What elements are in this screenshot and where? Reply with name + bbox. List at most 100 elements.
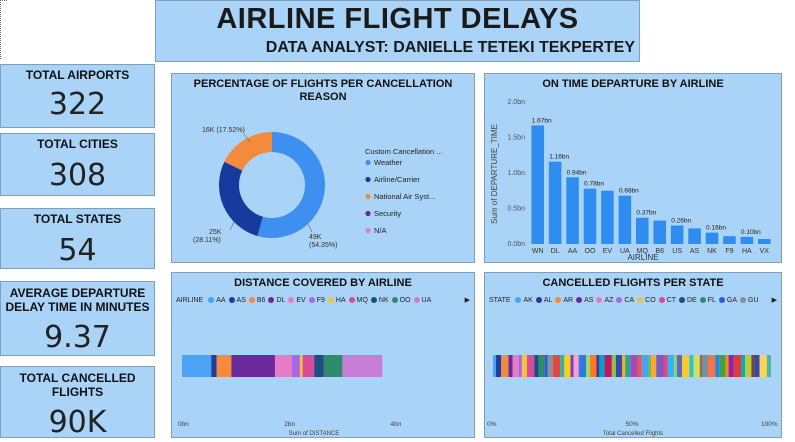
- legend-next-arrow[interactable]: ▶: [771, 297, 777, 304]
- legend-next-arrow[interactable]: ▶: [464, 297, 470, 304]
- legend-item-de[interactable]: DE: [679, 297, 697, 304]
- bar-WN[interactable]: [531, 125, 544, 244]
- state-segment-36[interactable]: [676, 355, 683, 377]
- bar-HA[interactable]: [740, 236, 754, 244]
- state-segment-33[interactable]: [663, 355, 668, 377]
- state-segment-47[interactable]: [733, 355, 742, 377]
- state-segment-44[interactable]: [719, 355, 726, 377]
- legend-item-4[interactable]: N/A: [374, 226, 387, 235]
- legend-item-ga[interactable]: GA: [718, 297, 737, 304]
- state-segment-24[interactable]: [615, 355, 623, 377]
- legend-item-3[interactable]: Security: [374, 209, 401, 218]
- state-segment-22[interactable]: [604, 355, 612, 377]
- distance-segment-3[interactable]: [231, 355, 275, 377]
- bar-US[interactable]: [670, 225, 684, 244]
- state-segment-46[interactable]: [728, 355, 734, 377]
- legend-item-ar[interactable]: AR: [555, 297, 573, 304]
- state-segment-31[interactable]: [651, 355, 657, 377]
- legend-item-ak[interactable]: AK: [515, 297, 533, 304]
- legend-item-b6[interactable]: B6: [248, 297, 265, 304]
- bar-AA[interactable]: [566, 177, 579, 244]
- state-segment-42[interactable]: [707, 355, 716, 377]
- legend-item-1[interactable]: Airline/Carrier: [374, 175, 420, 184]
- state-segment-50[interactable]: [751, 355, 755, 377]
- state-segment-35[interactable]: [673, 355, 677, 377]
- legend-item-az[interactable]: AZ: [596, 297, 613, 304]
- kpi-total-states[interactable]: TOTAL STATES 54: [0, 208, 155, 269]
- bar-MQ[interactable]: [636, 217, 649, 244]
- bar-AS[interactable]: [688, 228, 701, 244]
- legend-item-ca[interactable]: CA: [616, 297, 634, 304]
- state-segment-18[interactable]: [586, 355, 591, 377]
- legend-item-fl[interactable]: FL: [699, 297, 716, 304]
- legend-item-dl[interactable]: DL: [268, 297, 285, 304]
- distance-segment-5[interactable]: [291, 355, 300, 377]
- legend-item-ha[interactable]: HA: [327, 297, 346, 304]
- state-segment-7[interactable]: [527, 355, 535, 377]
- state-segment-9[interactable]: [538, 355, 545, 377]
- state-segment-6[interactable]: [521, 355, 528, 377]
- state-segment-21[interactable]: [599, 355, 605, 377]
- kpi-total-cancelled[interactable]: TOTAL CANCELLED FLIGHTS 90K: [0, 366, 155, 440]
- on-time-departure-panel[interactable]: ON TIME DEPARTURE BY AIRLINE 0.0bn 0.5bn 1…: [484, 73, 782, 263]
- distance-segment-0[interactable]: [182, 355, 212, 377]
- state-segment-23[interactable]: [611, 355, 616, 377]
- state-segment-29[interactable]: [641, 355, 649, 377]
- state-segment-19[interactable]: [590, 355, 597, 377]
- distance-segment-2[interactable]: [216, 355, 232, 377]
- bar-NK[interactable]: [705, 232, 719, 244]
- state-segment-49[interactable]: [745, 355, 752, 377]
- state-segment-43[interactable]: [715, 355, 720, 377]
- state-segment-4[interactable]: [512, 355, 519, 377]
- state-segment-3[interactable]: [508, 355, 513, 377]
- donut-slice-0[interactable]: [257, 132, 325, 238]
- bar-VX[interactable]: [758, 239, 771, 244]
- distance-segment-9[interactable]: [323, 355, 343, 377]
- state-segment-10[interactable]: [544, 355, 548, 377]
- kpi-total-cities[interactable]: TOTAL CITIES 308: [0, 133, 155, 196]
- state-segment-34[interactable]: [667, 355, 674, 377]
- state-segment-30[interactable]: [648, 355, 652, 377]
- bar-B6[interactable]: [653, 220, 666, 244]
- state-segment-45[interactable]: [725, 355, 729, 377]
- state-segment-14[interactable]: [564, 355, 571, 377]
- bar-OO[interactable]: [583, 188, 597, 244]
- distance-segment-1[interactable]: [211, 355, 217, 377]
- state-segment-27[interactable]: [630, 355, 638, 377]
- bar-EV[interactable]: [601, 190, 614, 244]
- legend-item-co[interactable]: CO: [637, 297, 656, 304]
- legend-item-nk[interactable]: NK: [370, 297, 389, 304]
- bar-UA[interactable]: [618, 195, 632, 244]
- state-segment-20[interactable]: [596, 355, 600, 377]
- donut-slice-1[interactable]: [219, 161, 263, 236]
- state-segment-11[interactable]: [547, 355, 553, 377]
- distance-segment-4[interactable]: [274, 355, 292, 377]
- legend-item-0[interactable]: Weather: [374, 158, 403, 167]
- legend-item-f9[interactable]: F9: [308, 297, 325, 304]
- distance-segment-10[interactable]: [342, 355, 383, 377]
- state-segment-25[interactable]: [622, 355, 626, 377]
- distance-panel[interactable]: DISTANCE COVERED BY AIRLINE AIRLINE AA AS…: [171, 272, 475, 438]
- state-segment-37[interactable]: [682, 355, 690, 377]
- state-segment-0[interactable]: [493, 355, 497, 377]
- state-segment-28[interactable]: [637, 355, 642, 377]
- bar-F9[interactable]: [723, 236, 736, 244]
- state-segment-39[interactable]: [693, 355, 700, 377]
- state-segment-52[interactable]: [759, 355, 767, 377]
- state-segment-51[interactable]: [754, 355, 760, 377]
- state-segment-41[interactable]: [702, 355, 708, 377]
- state-segment-48[interactable]: [741, 355, 746, 377]
- state-segment-40[interactable]: [699, 355, 703, 377]
- state-segment-13[interactable]: [560, 355, 565, 377]
- state-segment-32[interactable]: [656, 355, 664, 377]
- legend-item-2[interactable]: National Air Syst...: [374, 192, 435, 201]
- legend-item-ua[interactable]: UA: [413, 297, 431, 304]
- distance-segment-6[interactable]: [299, 355, 303, 377]
- state-segment-12[interactable]: [552, 355, 561, 377]
- legend-item-oo[interactable]: OO: [391, 297, 411, 304]
- state-segment-8[interactable]: [534, 355, 539, 377]
- cancelled-per-state-panel[interactable]: CANCELLED FLIGHTS PER STATE STATE AK AL AR…: [484, 272, 782, 438]
- state-segment-15[interactable]: [570, 355, 574, 377]
- state-segment-53[interactable]: [766, 355, 771, 377]
- legend-item-as[interactable]: AS: [228, 297, 246, 304]
